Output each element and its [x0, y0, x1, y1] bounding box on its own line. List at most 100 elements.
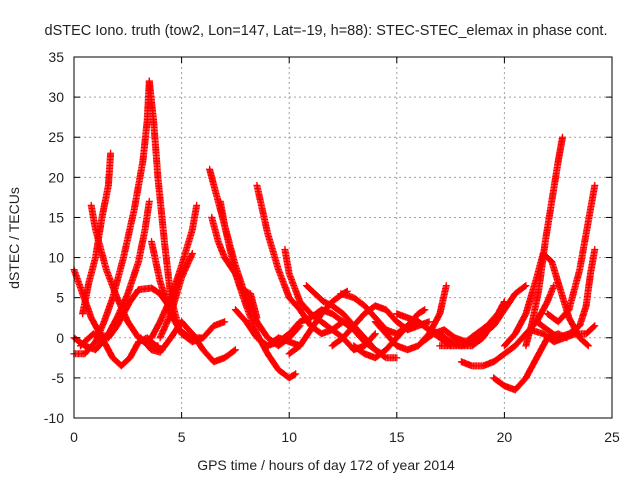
data-point-markers — [199, 346, 217, 365]
data-point-markers — [79, 279, 93, 318]
data-point-markers — [274, 331, 292, 346]
data-point-markers — [141, 197, 153, 233]
data-point-markers — [371, 314, 389, 333]
data-point-markers — [135, 227, 149, 266]
data-point-markers — [199, 323, 217, 342]
y-tick-label: 5 — [56, 290, 64, 306]
data-point-markers — [511, 311, 529, 338]
data-point-markers — [468, 331, 486, 346]
data-point-markers — [214, 238, 228, 260]
data-point-markers — [120, 207, 138, 262]
data-point-markers — [156, 295, 174, 326]
series-arc-33 — [543, 181, 599, 326]
data-point-markers — [318, 318, 335, 333]
data-point-markers — [274, 266, 293, 300]
data-point-markers — [328, 302, 346, 317]
data-point-markers — [296, 327, 314, 350]
data-point-markers — [264, 230, 282, 272]
data-point-markers — [206, 165, 220, 196]
data-point-markers — [511, 331, 529, 350]
data-point-markers — [328, 335, 346, 350]
data-point-markers — [117, 355, 133, 370]
data-point-markers — [89, 330, 107, 345]
data-point-markers — [554, 307, 572, 326]
y-tick-label: 0 — [56, 330, 64, 346]
data-point-markers — [130, 159, 147, 213]
data-point-markers — [98, 183, 112, 221]
axis-ticks: 0 5 10 15 20 25 -10 -5 0 5 10 15 20 25 30 35 — [44, 49, 620, 445]
data-point-markers — [102, 266, 120, 300]
data-point-markers — [100, 295, 116, 326]
data-point-markers — [414, 306, 429, 318]
data-point-markers — [500, 331, 518, 350]
data-point-markers — [565, 267, 583, 314]
data-point-markers — [124, 259, 142, 298]
data-point-markers — [210, 318, 229, 330]
data-point-markers — [554, 133, 567, 165]
x-tick-label: 25 — [604, 429, 620, 445]
data-point-markers — [393, 323, 411, 342]
data-point-markers — [145, 77, 157, 124]
plot-data — [70, 77, 599, 394]
data-point-markers — [311, 290, 327, 305]
data-point-markers — [285, 370, 300, 382]
data-point-markers — [548, 159, 562, 205]
series-arc-06 — [79, 149, 115, 318]
series-arc-31 — [522, 133, 567, 350]
data-point-markers — [253, 318, 271, 340]
data-point-markers — [414, 318, 432, 333]
data-point-markers — [247, 290, 261, 322]
data-point-markers — [522, 275, 540, 318]
data-point-markers — [178, 227, 196, 270]
data-point-markers — [102, 315, 120, 342]
series-arc-10 — [148, 201, 201, 342]
x-tick-label: 5 — [178, 429, 186, 445]
data-point-markers — [156, 311, 174, 342]
data-point-markers — [85, 255, 99, 286]
data-point-markers — [167, 263, 185, 302]
data-point-markers — [231, 270, 250, 308]
y-tick-label: 30 — [48, 89, 64, 105]
data-point-markers — [92, 215, 106, 262]
data-point-markers — [576, 231, 590, 274]
data-point-markers — [178, 250, 196, 282]
data-point-markers — [296, 298, 314, 317]
data-point-markers — [113, 294, 131, 324]
data-point-markers — [156, 335, 174, 356]
data-point-markers — [483, 311, 501, 330]
y-tick-label: 20 — [48, 169, 64, 185]
data-point-markers — [126, 287, 142, 306]
data-point-markers — [285, 343, 303, 358]
y-tick-label: 35 — [48, 49, 64, 65]
data-point-markers — [242, 318, 260, 340]
y-tick-label: 15 — [48, 209, 64, 225]
data-point-markers — [535, 239, 549, 294]
data-point-markers — [124, 318, 142, 340]
data-point-markers — [361, 334, 378, 353]
data-point-markers — [104, 149, 115, 189]
data-point-markers — [576, 303, 590, 330]
data-point-markers — [167, 275, 185, 318]
data-point-markers — [126, 339, 142, 362]
data-point-markers — [494, 298, 508, 318]
y-tick-label: 10 — [48, 250, 64, 266]
data-point-markers — [150, 117, 162, 180]
data-point-markers — [382, 330, 400, 349]
data-point-markers — [533, 335, 551, 362]
y-tick-label: -5 — [52, 370, 65, 386]
series-arc-34 — [526, 322, 599, 346]
data-point-markers — [479, 323, 496, 338]
data-point-markers — [77, 331, 96, 350]
data-point-markers — [350, 294, 367, 309]
y-tick-label: -10 — [44, 410, 64, 426]
data-point-markers — [522, 355, 540, 382]
data-point-markers — [285, 270, 303, 304]
data-point-markers — [468, 335, 486, 350]
data-point-markers — [339, 310, 357, 329]
data-point-markers — [137, 334, 154, 353]
data-point-markers — [587, 246, 599, 278]
data-point-markers — [576, 334, 592, 350]
data-point-markers — [587, 181, 599, 213]
